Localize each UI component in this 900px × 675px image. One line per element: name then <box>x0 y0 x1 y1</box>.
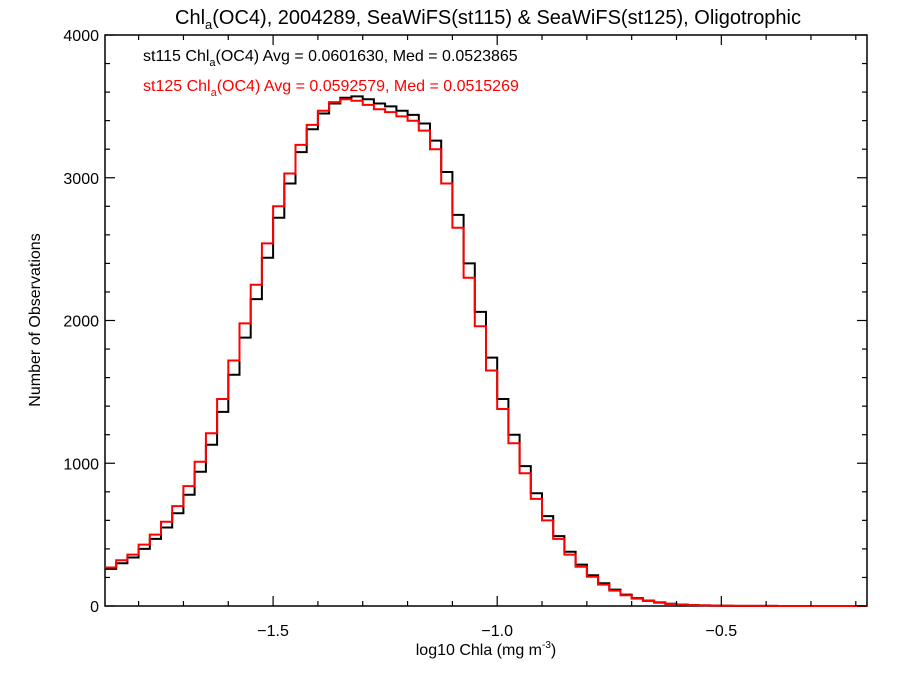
y-tick-label: 1000 <box>63 456 99 473</box>
series-lines <box>105 95 867 607</box>
y-tick-label: 4000 <box>63 28 99 45</box>
legend-entry-st125: st125 Chla(OC4) Avg = 0.0592579, Med = 0… <box>143 78 519 99</box>
y-tick-label: 3000 <box>63 171 99 188</box>
x-axis-label: log10 Chla (mg m-3) <box>416 640 557 659</box>
x-tick-label: −0.5 <box>706 623 738 640</box>
x-tick-label: −1.5 <box>257 623 289 640</box>
y-axis-label: Number of Observations <box>27 233 44 406</box>
y-tick-label: 2000 <box>63 314 99 331</box>
y-tick-label: 0 <box>90 599 99 616</box>
x-tick-label: −1.0 <box>481 623 513 640</box>
legend-entry-st115: st115 Chla(OC4) Avg = 0.0601630, Med = 0… <box>143 48 518 69</box>
x-axis-ticks: −1.5 −1.0 −0.5 <box>138 35 857 640</box>
series-line-st125 <box>105 98 867 607</box>
y-axis-ticks: 0 1000 2000 3000 4000 <box>63 28 867 616</box>
chart-title: Chla(OC4), 2004289, SeaWiFS(st115) & Sea… <box>175 7 801 32</box>
